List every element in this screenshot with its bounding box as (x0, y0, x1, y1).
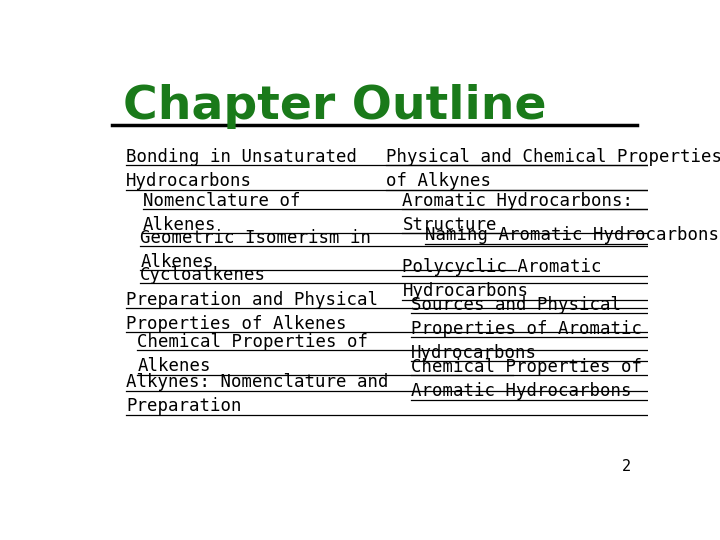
Text: Properties of Alkenes: Properties of Alkenes (126, 315, 347, 333)
Text: Hydrocarbons: Hydrocarbons (411, 344, 537, 362)
Text: Nomenclature of: Nomenclature of (143, 192, 300, 210)
Text: Hydrocarbons: Hydrocarbons (402, 282, 528, 300)
Text: 2: 2 (622, 460, 631, 474)
Text: Bonding in Unsaturated: Bonding in Unsaturated (126, 148, 357, 166)
Text: Geometric Isomerism in: Geometric Isomerism in (140, 228, 372, 247)
Text: Alkenes: Alkenes (138, 357, 211, 375)
Text: Sources and Physical: Sources and Physical (411, 295, 621, 314)
Text: Chemical Properties of: Chemical Properties of (411, 358, 642, 376)
Text: Alkenes: Alkenes (140, 253, 214, 271)
Text: Hydrocarbons: Hydrocarbons (126, 172, 252, 190)
Text: Properties of Aromatic: Properties of Aromatic (411, 320, 642, 338)
Text: Structure: Structure (402, 216, 497, 234)
Text: of Alkynes: of Alkynes (386, 172, 491, 190)
Text: Chapter Outline: Chapter Outline (124, 84, 547, 129)
Text: Alkynes: Nomenclature and: Alkynes: Nomenclature and (126, 373, 389, 392)
Text: Naming Aromatic Hydrocarbons: Naming Aromatic Hydrocarbons (425, 226, 719, 244)
Text: Alkenes: Alkenes (143, 216, 217, 234)
Text: Chemical Properties of: Chemical Properties of (138, 333, 369, 351)
Text: Cycloalkenes: Cycloalkenes (140, 266, 266, 284)
Text: Preparation: Preparation (126, 397, 242, 415)
Text: Aromatic Hydrocarbons: Aromatic Hydrocarbons (411, 382, 631, 400)
Text: Polycyclic Aromatic: Polycyclic Aromatic (402, 258, 602, 276)
Text: Aromatic Hydrocarbons:: Aromatic Hydrocarbons: (402, 192, 634, 210)
Text: Physical and Chemical Properties: Physical and Chemical Properties (386, 148, 720, 166)
Text: Preparation and Physical: Preparation and Physical (126, 291, 378, 308)
